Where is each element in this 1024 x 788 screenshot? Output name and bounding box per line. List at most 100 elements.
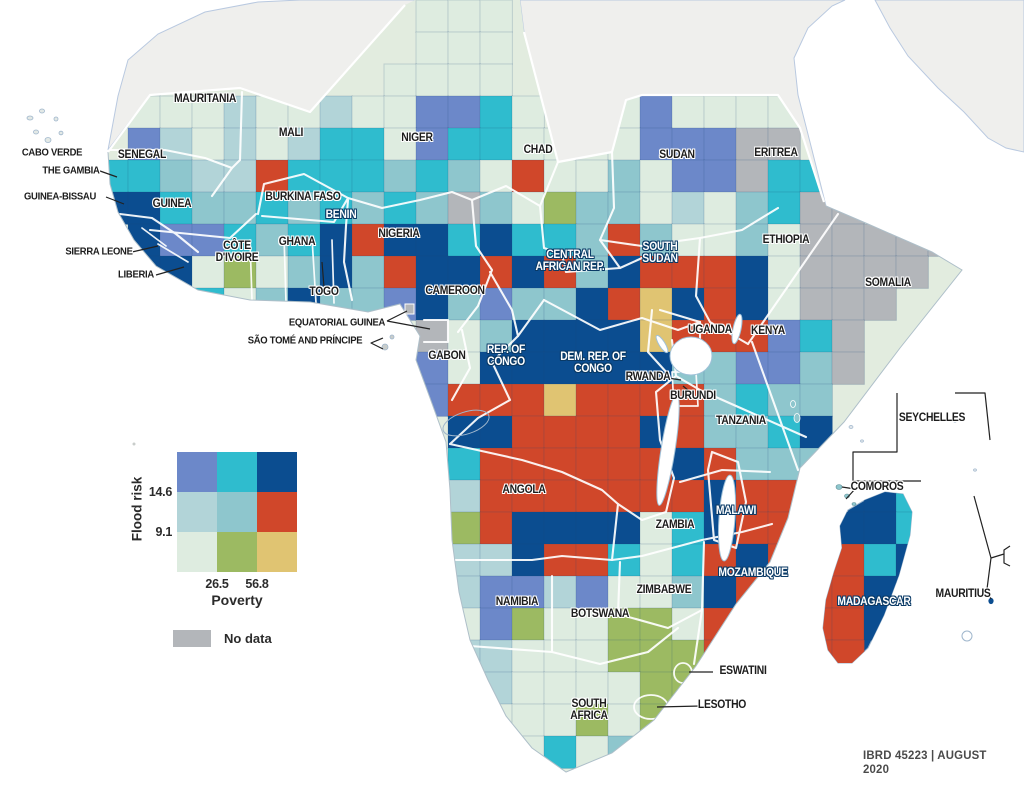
map-cell xyxy=(511,383,545,417)
map-cell xyxy=(255,127,289,161)
map-cell-madagascar xyxy=(831,511,865,545)
map-cell xyxy=(703,607,737,641)
map-cell xyxy=(511,735,545,769)
map-cell xyxy=(671,159,705,193)
country-borders xyxy=(108,90,840,720)
map-cell xyxy=(255,287,289,321)
map-cell xyxy=(543,287,577,321)
map-cell xyxy=(479,607,513,641)
map-cell xyxy=(543,415,577,449)
map-cell xyxy=(159,95,193,129)
map-cell xyxy=(415,351,449,385)
lake-albert xyxy=(655,334,669,354)
seychelles-bracket-right xyxy=(955,392,991,441)
map-cell xyxy=(479,223,513,257)
map-cell xyxy=(575,159,609,193)
map-cell xyxy=(479,703,513,737)
map-cell xyxy=(447,255,481,289)
map-attribution: IBRD 45223 | AUGUST 2020 xyxy=(863,748,987,776)
map-cell xyxy=(575,287,609,321)
map-cell-madagascar xyxy=(823,607,833,641)
map-cell xyxy=(671,639,705,673)
legend-cell-r0c2 xyxy=(257,452,297,492)
map-cell xyxy=(639,95,673,129)
burundi-leader xyxy=(682,385,690,392)
map-cell xyxy=(735,543,769,577)
legend-cell-r1c0 xyxy=(177,492,217,532)
map-cell xyxy=(671,543,705,577)
map-cell xyxy=(575,255,609,289)
map-cell xyxy=(127,255,161,289)
map-cell-madagascar xyxy=(863,492,897,513)
lake-tanganyika xyxy=(656,394,680,506)
map-cell xyxy=(607,287,641,321)
zanzibar-island xyxy=(793,413,801,423)
map-cell-madagascar xyxy=(895,492,912,513)
map-cell xyxy=(479,63,513,97)
map-cell xyxy=(831,223,865,257)
map-cell xyxy=(415,127,449,161)
map-cell xyxy=(767,319,801,353)
map-cell xyxy=(159,159,193,193)
map-cell xyxy=(319,127,353,161)
map-cell xyxy=(351,95,385,129)
legend-cell-r0c0 xyxy=(177,452,217,492)
map-cell xyxy=(831,319,865,353)
map-cell xyxy=(927,223,961,257)
legend-cell-r1c2 xyxy=(257,492,297,532)
principe-island xyxy=(389,334,395,340)
map-cell xyxy=(511,223,545,257)
map-cell xyxy=(575,671,609,705)
map-cell xyxy=(735,383,769,417)
map-cell-madagascar xyxy=(480,736,512,768)
map-cell-madagascar xyxy=(160,288,192,320)
map-cell xyxy=(639,191,673,225)
map-cell xyxy=(831,287,865,321)
map-cell xyxy=(639,511,673,545)
map-cell xyxy=(511,255,545,289)
map-cell xyxy=(479,127,513,161)
arabian-peninsula-land xyxy=(874,0,1024,153)
map-cell xyxy=(607,319,641,353)
map-cell xyxy=(639,223,673,257)
map-cell xyxy=(191,95,225,129)
map-cell-madagascar xyxy=(863,511,897,545)
map-cell xyxy=(543,511,577,545)
map-cell xyxy=(108,191,129,225)
map-cell xyxy=(479,191,513,225)
map-cell xyxy=(351,127,385,161)
map-cell xyxy=(735,415,769,449)
legend-cell-r2c2 xyxy=(257,532,297,572)
map-cell xyxy=(415,95,449,129)
legend-poverty-tick-1: 26.5 xyxy=(205,577,229,591)
map-cell xyxy=(575,351,609,385)
background-landmass xyxy=(107,0,1024,207)
map-cell xyxy=(575,447,609,481)
map-cell xyxy=(479,95,513,129)
map-cell xyxy=(543,607,577,641)
legend-bivariate-grid xyxy=(177,452,297,572)
lake-turkana xyxy=(731,313,743,345)
map-cell xyxy=(191,159,225,193)
map-cell xyxy=(319,95,353,129)
map-cell xyxy=(543,671,577,705)
map-cell xyxy=(639,255,673,289)
map-cell xyxy=(543,319,577,353)
map-cell xyxy=(319,223,353,257)
map-cell xyxy=(415,159,449,193)
map-cell xyxy=(735,159,769,193)
map-cell xyxy=(319,159,353,193)
map-cell-madagascar xyxy=(672,704,704,736)
map-cell xyxy=(159,223,193,257)
map-cell xyxy=(575,415,609,449)
map-cell xyxy=(703,255,737,289)
map-cell xyxy=(735,191,769,225)
map-cell xyxy=(767,255,801,289)
map-cell-madagascar xyxy=(736,608,768,640)
map-cell xyxy=(607,351,641,385)
map-cell xyxy=(447,575,481,609)
map-cell xyxy=(639,287,673,321)
lake-victoria xyxy=(669,336,713,376)
lakes xyxy=(655,313,743,562)
